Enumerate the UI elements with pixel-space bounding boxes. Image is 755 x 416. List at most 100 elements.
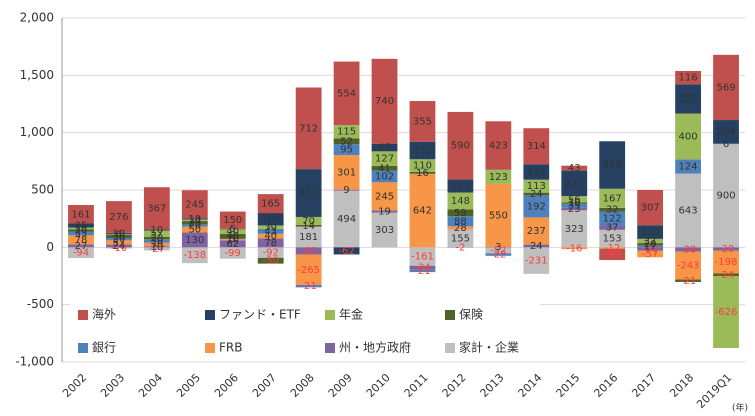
data-label: 110 [413,161,432,172]
data-label: 590 [451,141,470,152]
bar-segment [181,224,208,227]
bar-segment [523,195,550,218]
y-tick-label: 2,000 [20,11,54,25]
bar-segment [371,58,398,144]
bar-segment [143,247,170,251]
data-label: 307 [641,203,660,214]
data-label: 14 [302,221,315,232]
data-label: 30 [150,236,163,247]
bar-segment [333,247,360,255]
bar-segment [257,213,284,226]
bar-segment [106,240,132,245]
data-label: 124 [679,161,698,172]
bar-segment [599,225,626,230]
bar-segment [371,212,398,248]
data-label: -30 [642,244,658,255]
bar-segment [561,207,588,211]
bar-segment [561,210,588,248]
data-label: 127 [375,154,394,165]
data-label: 30 [150,239,163,250]
bar-segment [295,169,322,217]
bar-segment [599,211,626,226]
bar-segment [295,224,322,227]
data-label: 17 [644,241,657,252]
bar-segment [333,155,360,190]
bar-segment [219,240,246,248]
legend-swatch [325,310,335,320]
bar-segment [409,173,436,248]
bar-segment [523,217,550,245]
bar-segment [447,226,474,230]
bar-segment [561,196,588,203]
data-label: 40 [264,231,277,242]
data-label: 10 [113,228,126,239]
x-tick-label: 2007 [250,371,279,400]
data-label: 56 [568,194,581,205]
bar-segment [143,230,170,238]
data-label: 3 [495,242,501,253]
data-label: 494 [337,214,356,225]
bar-segment [181,190,208,219]
data-label: 314 [527,141,546,152]
legend-label: FRB [219,341,242,355]
bar-segment [637,238,664,244]
bar-segment [409,159,436,172]
bar-segment [523,247,550,274]
data-label: 237 [527,226,546,237]
bar-segment [68,247,94,259]
bar-segment [599,229,626,248]
legend-label: 銀行 [92,341,116,355]
x-tick-label: 2016 [591,371,620,400]
bar-segment [599,247,626,249]
x-tick-label: 2004 [136,371,165,400]
data-label: 5 [230,234,236,245]
data-label: -50 [263,256,279,267]
data-label: -12 [604,243,620,254]
bar-segment [333,189,360,191]
data-label: 153 [413,145,432,156]
data-label: -2 [455,242,465,253]
data-label: -63 [300,246,316,257]
bar-segment [68,223,94,228]
data-label: 88 [454,216,467,227]
data-label: -265 [297,265,320,276]
bar-segment [599,188,626,208]
bar-segment [68,235,94,245]
bar-segment [219,238,246,240]
data-label: 20 [113,234,126,245]
bar-segment [68,231,94,236]
data-label: 95 [340,145,353,156]
legend-label: 保険 [459,308,483,322]
data-label: 301 [337,167,356,178]
data-label: -10 [111,243,127,254]
bar-segment [106,247,132,249]
data-label: -21 [300,281,316,292]
data-label: 367 [147,203,166,214]
bar-segment [637,190,664,226]
data-label: 10 [150,242,163,253]
data-label: -138 [183,250,206,261]
legend-swatch [445,310,455,320]
data-label: -57 [642,249,658,260]
x-tick-label: 2014 [516,371,545,400]
bar-segment [333,61,360,126]
legend-label: 年金 [339,307,363,322]
bar-segment [333,138,360,145]
bar-segment [371,151,398,166]
data-label: 642 [413,206,432,217]
data-label: -16 [566,243,582,254]
data-label: 192 [527,201,546,212]
bar-segment [561,202,588,204]
data-label: 135 [527,167,546,178]
data-label: -99 [225,248,241,259]
bar-segment [371,165,398,171]
bar-segment [143,187,170,230]
legend-label: 家計・企業 [459,340,519,355]
data-label: -34 [414,263,430,274]
data-label: 900 [716,191,735,202]
bar-segment [68,229,94,232]
bar-segment [485,169,512,184]
bar-segment [599,207,626,212]
data-label: -27 [149,244,165,255]
data-label: 122 [603,214,622,225]
